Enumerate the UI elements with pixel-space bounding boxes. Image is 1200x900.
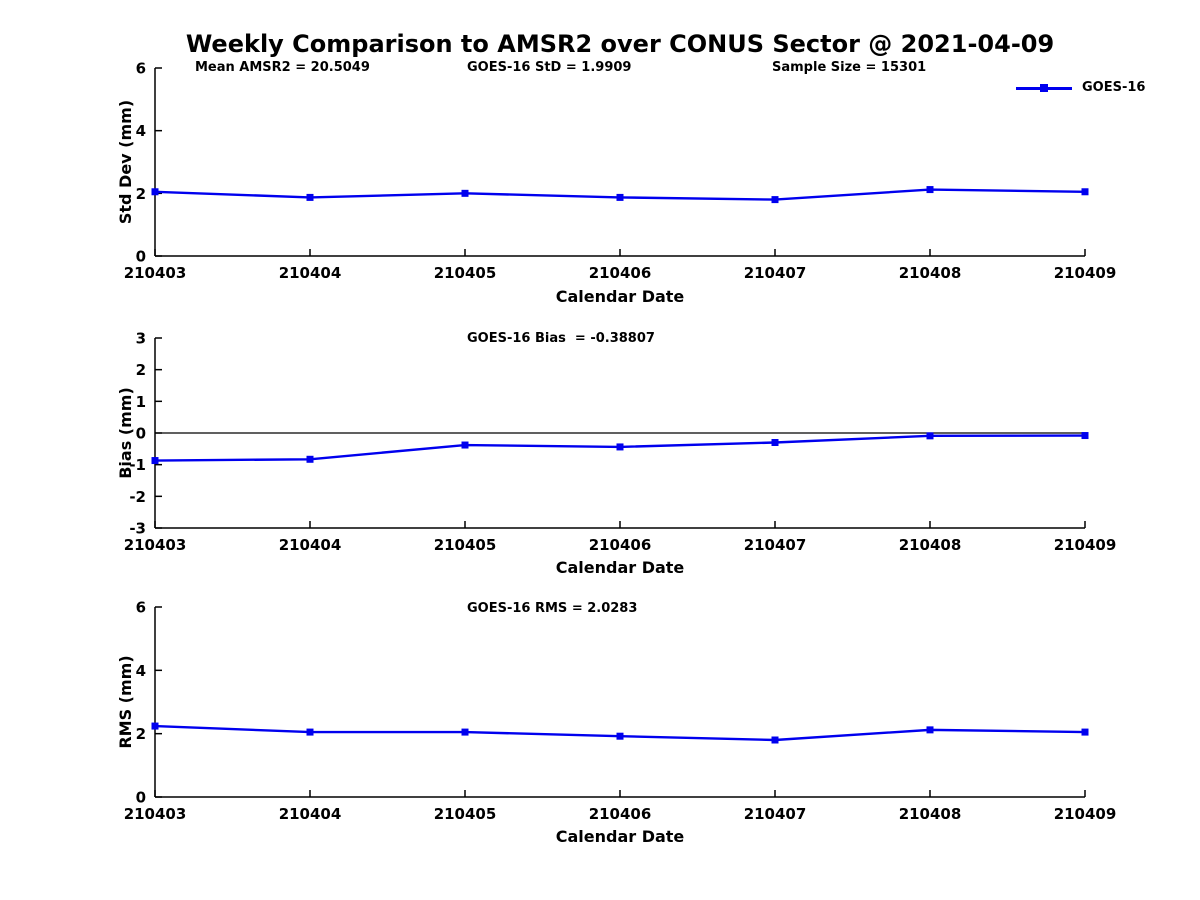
tick-label: 210404 [279,805,342,823]
data-point-marker [616,443,624,451]
annotation-sample-size: Sample Size = 15301 [772,60,927,75]
tick-label: 210403 [124,805,187,823]
tick-label: 1 [136,393,146,411]
tick-label: 210406 [589,536,652,554]
tick-label: 210408 [899,264,962,282]
annotation-goes16-rms: GOES-16 RMS = 2.0283 [467,601,638,616]
data-point-marker [1081,728,1089,736]
xlabel-calendar-date-2: Calendar Date [555,558,685,577]
tick-label: 3 [136,330,146,348]
data-point-marker [151,457,159,465]
data-point-marker [926,186,934,194]
tick-label: 210403 [124,264,187,282]
legend-label: GOES-16 [1082,80,1146,95]
data-point-marker [926,432,934,440]
tick-label: 210406 [589,264,652,282]
data-point-marker [771,736,779,744]
tick-label: 210404 [279,536,342,554]
data-point-marker [926,726,934,734]
data-point-marker [306,193,314,201]
data-point-marker [616,193,624,201]
tick-label: 210408 [899,805,962,823]
tick-label: 210409 [1054,264,1117,282]
tick-label: 210405 [434,264,497,282]
tick-label: 2 [136,725,146,743]
tick-label: 4 [136,122,146,140]
legend-marker-icon [1040,83,1048,92]
data-point-marker [306,728,314,736]
tick-label: -2 [129,488,146,506]
data-point-marker [461,728,469,736]
tick-label: 210408 [899,536,962,554]
tick-label: 6 [136,60,146,78]
tick-label: 210407 [744,536,807,554]
data-point-marker [771,196,779,204]
subplot-1: 0 2 4 6 210403 210404 210405 210406 210407 210408… [124,60,1117,283]
subplot-2: -3 -2 -1 0 1 2 3 210403 210404 210405 210406 210407… [124,330,1117,555]
tick-label: 210405 [434,805,497,823]
tick-label: -3 [129,520,146,538]
tick-label: 210403 [124,536,187,554]
tick-label: 210405 [434,536,497,554]
legend: GOES-16 [1016,80,1145,96]
data-point-marker [616,732,624,740]
tick-label: 6 [136,599,146,617]
tick-label: 210407 [744,264,807,282]
tick-label: 0 [136,789,146,807]
subplot-3: 0 2 4 6 210403 210404 210405 210406 210407 210408… [124,599,1117,824]
data-point-marker [306,455,314,463]
data-point-marker [1081,432,1089,440]
tick-label: 0 [136,248,146,266]
data-point-marker [461,189,469,197]
figure-title: Weekly Comparison to AMSR2 over CONUS Se… [185,30,1055,58]
legend-line-sample [1016,83,1072,92]
xlabel-calendar-date-1: Calendar Date [555,287,685,306]
tick-label: -1 [129,456,146,474]
data-point-marker [771,439,779,446]
data-point-marker [461,441,469,449]
annotation-goes16-bias: GOES-16 Bias = -0.38807 [467,331,655,346]
tick-label: 2 [136,361,146,379]
tick-label: 210407 [744,805,807,823]
annotation-goes16-std: GOES-16 StD = 1.9909 [467,60,632,75]
tick-label: 210409 [1054,536,1117,554]
data-point-marker [1081,188,1089,196]
tick-label: 0 [136,425,146,443]
tick-label: 210404 [279,264,342,282]
annotation-mean-amsr2: Mean AMSR2 = 20.5049 [195,60,370,75]
data-point-marker [151,722,159,730]
tick-label: 4 [136,662,146,680]
xlabel-calendar-date-3: Calendar Date [555,827,685,846]
data-point-marker [151,188,159,196]
tick-label: 210409 [1054,805,1117,823]
tick-label: 2 [136,185,146,203]
tick-label: 210406 [589,805,652,823]
